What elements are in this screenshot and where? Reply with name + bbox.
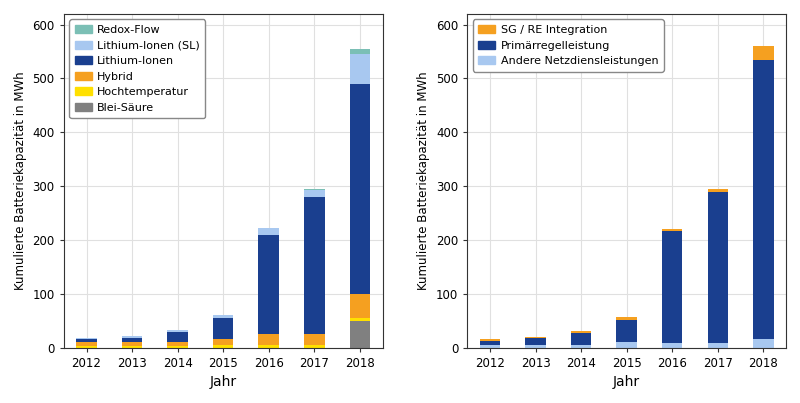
Bar (571, 345, 591, 347)
Bar (258, 228, 279, 235)
Bar (350, 84, 370, 294)
Bar (480, 341, 500, 345)
Bar (480, 345, 500, 347)
Bar (213, 315, 234, 318)
Bar (258, 345, 279, 347)
Bar (662, 231, 682, 343)
Bar (526, 337, 546, 339)
Bar (617, 317, 637, 320)
Bar (122, 336, 142, 338)
X-axis label: Jahr: Jahr (210, 375, 237, 389)
Bar (167, 332, 188, 342)
Bar (304, 189, 325, 190)
Bar (167, 342, 188, 346)
Bar (617, 342, 637, 347)
Bar (707, 192, 728, 343)
Bar (122, 338, 142, 342)
Bar (304, 345, 325, 347)
Bar (213, 318, 234, 339)
Bar (304, 190, 325, 197)
Bar (122, 342, 142, 347)
Y-axis label: Kumulierte Batteriekapazität in MWh: Kumulierte Batteriekapazität in MWh (14, 71, 27, 290)
Bar (662, 229, 682, 231)
Legend: Redox-Flow, Lithium-Ionen (SL), Lithium-Ionen, Hybrid, Hochtemperatur, Blei-Säur: Redox-Flow, Lithium-Ionen (SL), Lithium-… (70, 19, 206, 118)
X-axis label: Jahr: Jahr (613, 375, 640, 389)
Bar (76, 339, 97, 342)
Bar (753, 60, 774, 339)
Bar (753, 339, 774, 347)
Bar (304, 334, 325, 345)
Bar (76, 342, 97, 347)
Bar (350, 294, 370, 318)
Bar (258, 235, 279, 334)
Bar (167, 330, 188, 332)
Bar (167, 346, 188, 347)
Bar (753, 46, 774, 60)
Bar (350, 49, 370, 54)
Bar (304, 197, 325, 334)
Bar (707, 189, 728, 192)
Bar (617, 320, 637, 342)
Bar (350, 54, 370, 84)
Y-axis label: Kumulierte Batteriekapazität in MWh: Kumulierte Batteriekapazität in MWh (418, 71, 430, 290)
Bar (258, 334, 279, 345)
Bar (526, 339, 546, 345)
Bar (571, 333, 591, 345)
Bar (526, 345, 546, 347)
Bar (662, 343, 682, 347)
Bar (571, 331, 591, 333)
Bar (350, 321, 370, 347)
Bar (707, 343, 728, 347)
Bar (480, 339, 500, 341)
Bar (213, 339, 234, 345)
Bar (213, 345, 234, 347)
Legend: SG / RE Integration, Primärregelleistung, Andere Netzdiensleistungen: SG / RE Integration, Primärregelleistung… (473, 19, 664, 72)
Bar (350, 318, 370, 321)
